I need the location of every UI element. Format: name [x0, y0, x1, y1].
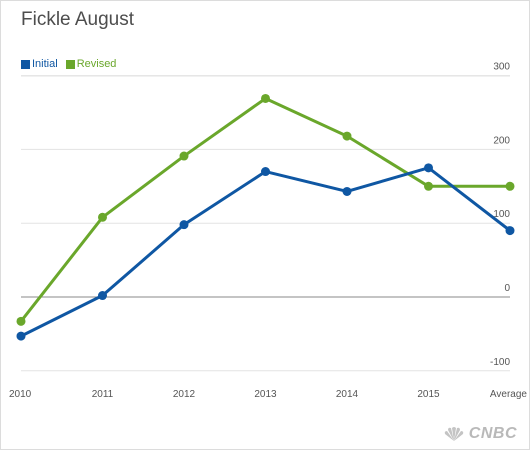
- y-tick-label: 100: [493, 209, 510, 220]
- cnbc-logo: CNBC: [442, 425, 517, 443]
- data-point-initial: [16, 331, 26, 341]
- x-tick-label: 2012: [173, 389, 196, 400]
- data-point-revised: [505, 181, 515, 191]
- data-point-revised: [342, 131, 352, 141]
- y-tick-label: 300: [493, 62, 510, 73]
- data-point-initial: [342, 186, 352, 196]
- data-point-revised: [179, 151, 189, 161]
- legend-label-revised: Revised: [76, 58, 117, 70]
- data-point-initial: [261, 167, 270, 177]
- data-point-initial: [98, 291, 107, 301]
- data-point-initial: [505, 226, 515, 236]
- data-point-revised: [261, 93, 270, 103]
- data-point-initial: [424, 163, 433, 173]
- y-tick-label: -100: [490, 357, 510, 368]
- x-tick-label: 2010: [9, 389, 32, 400]
- x-tick-label: 2014: [336, 389, 359, 400]
- legend-item-initial: Initial: [21, 58, 58, 70]
- x-tick-label: 2011: [92, 389, 114, 400]
- data-point-revised: [98, 212, 107, 222]
- x-tick-label: Average: [490, 389, 528, 400]
- series-line-revised: [19, 96, 510, 323]
- legend-swatch-revised: [65, 59, 75, 69]
- peacock-icon: [444, 427, 464, 441]
- data-point-initial: [179, 220, 189, 230]
- legend-swatch-initial: [21, 59, 30, 69]
- chart-title: Fickle August: [21, 9, 134, 30]
- cnbc-wordmark: CNBC: [468, 425, 517, 442]
- x-tick-label: 2013: [254, 389, 277, 400]
- y-tick-label: 0: [504, 283, 510, 294]
- x-tick-label: 2015: [417, 389, 440, 400]
- legend-label-initial: Initial: [32, 58, 58, 70]
- legend: Initial Revised: [21, 58, 116, 70]
- data-point-revised: [16, 316, 26, 326]
- y-tick-label: 200: [493, 135, 510, 146]
- data-point-revised: [424, 181, 433, 191]
- series-line-initial: [20, 166, 511, 338]
- legend-item-revised: Revised: [65, 58, 117, 70]
